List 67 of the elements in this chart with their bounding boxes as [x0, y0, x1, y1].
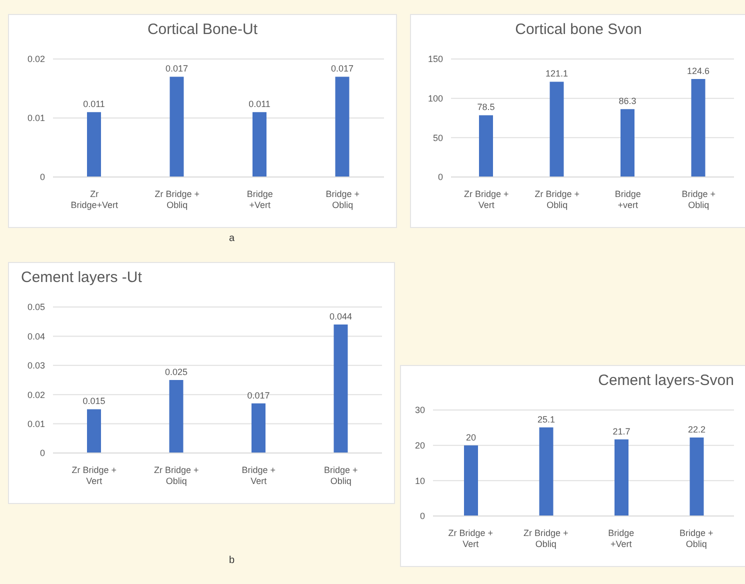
data-label: 0.025 [164, 367, 188, 377]
x-tick-label: Zr Bridge+Vert [70, 189, 119, 210]
data-label: 0.017 [247, 390, 270, 400]
y-tick-label: 20 [414, 440, 425, 451]
x-tick-label: Zr Bridge + Obliq [154, 465, 199, 486]
bar [87, 409, 101, 453]
x-tick-label: Zr Bridge + Obliq [154, 189, 200, 210]
data-label: 25.1 [537, 414, 556, 424]
data-label: 0.011 [83, 99, 105, 110]
y-tick-label: 0.05 [27, 302, 45, 312]
x-tick-label: Bridge + Vert [242, 465, 276, 486]
bar [479, 115, 493, 177]
bar [169, 380, 184, 453]
data-label: 22.2 [688, 424, 706, 435]
bar [334, 324, 348, 453]
data-label: 124.6 [686, 66, 710, 76]
y-tick-label: 0 [40, 448, 45, 458]
x-tick-label: Zr Bridge + Vert [72, 465, 117, 486]
y-tick-label: 0.01 [27, 418, 45, 429]
x-tick-label: Bridge +Vert [608, 528, 634, 549]
x-tick-label: Bridge + Obliq [324, 465, 358, 486]
chart-title: Cement layers -Ut [20, 268, 143, 288]
y-tick-label: 0.02 [27, 54, 45, 64]
bar [550, 82, 564, 177]
y-tick-label: 0.02 [27, 390, 45, 400]
x-tick-label: Bridge + Obliq [326, 189, 360, 210]
y-tick-label: 0.03 [27, 360, 45, 371]
x-tick-label: Bridge +vert [614, 189, 641, 210]
bar [252, 403, 266, 453]
bar [539, 427, 554, 516]
x-tick-label: Bridge + Obliq [679, 528, 714, 549]
text: b [229, 555, 235, 566]
text: a [229, 233, 235, 244]
y-tick-label: 50 [432, 132, 443, 143]
data-label: 0.017 [165, 64, 188, 74]
x-tick-label: Bridge +Vert [246, 189, 273, 210]
data-label: 86.3 [618, 96, 636, 106]
data-label: 78.5 [477, 102, 495, 112]
y-tick-label: 0.04 [27, 331, 45, 342]
data-label: 20 [466, 432, 476, 442]
bar [691, 78, 706, 177]
chart-title: Cortical bone Svon [514, 20, 643, 40]
x-tick-label: Zr Bridge + Obliq [534, 189, 580, 210]
bar [690, 438, 704, 516]
y-tick-label: 0 [438, 172, 443, 182]
y-tick-label: 0 [40, 172, 45, 182]
bar [464, 445, 478, 516]
y-tick-label: 0.01 [27, 113, 45, 124]
data-label: 121.1 [545, 68, 568, 79]
chart-title: Cortical Bone-Ut [146, 20, 259, 40]
y-tick-label: 100 [428, 94, 443, 104]
data-label: 0.044 [329, 312, 352, 322]
data-label: 0.015 [82, 396, 106, 406]
bar [620, 109, 634, 177]
y-tick-label: 30 [414, 405, 425, 416]
data-label: 0.017 [330, 64, 354, 74]
x-tick-label: Zr Bridge + Vert [448, 528, 494, 549]
data-label: 21.7 [612, 426, 630, 436]
y-tick-label: 0 [420, 511, 425, 522]
data-label: 0.011 [248, 99, 270, 110]
x-tick-label: Bridge + Obliq [682, 189, 716, 210]
chart-title: Cement layers-Svon [597, 371, 735, 391]
bar [614, 439, 628, 516]
y-tick-label: 150 [428, 54, 443, 64]
y-tick-label: 10 [414, 476, 425, 486]
x-tick-label: Zr Bridge + Obliq [523, 528, 568, 549]
x-tick-label: Zr Bridge + Vert [464, 189, 509, 210]
